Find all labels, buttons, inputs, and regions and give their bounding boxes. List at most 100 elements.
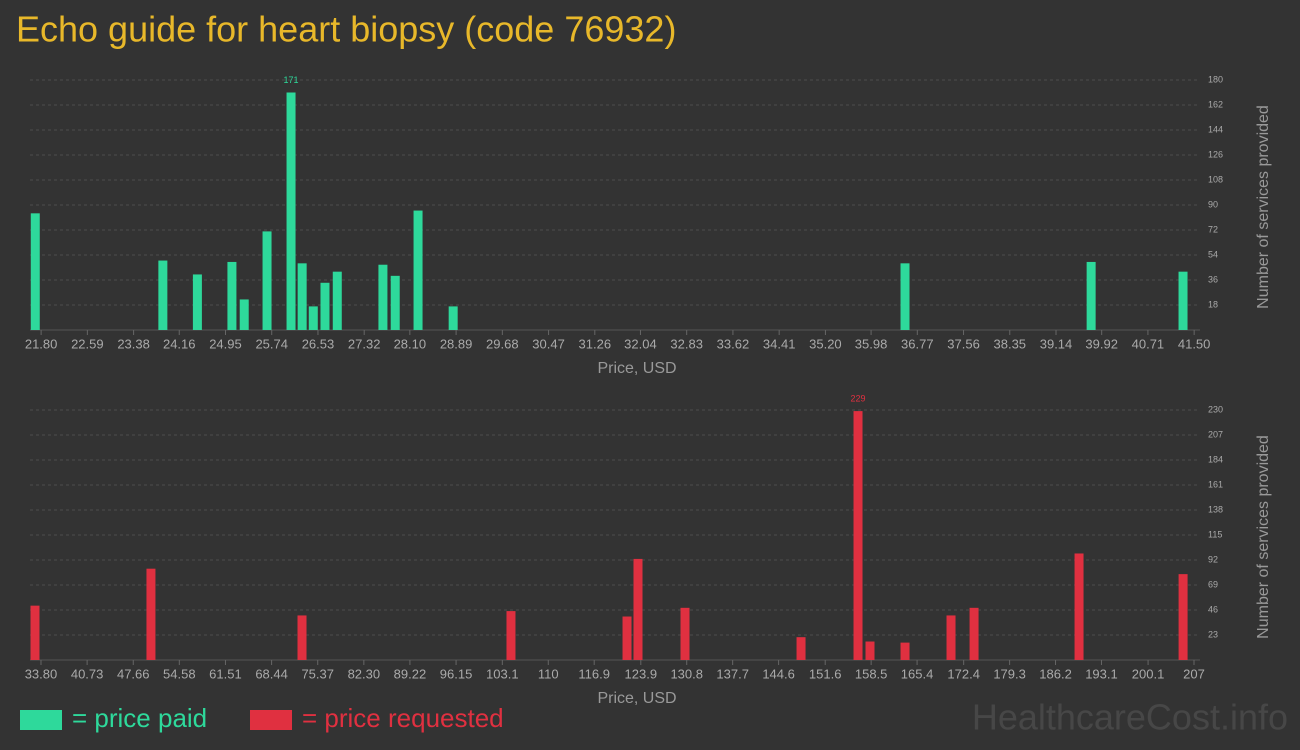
x-tick-label: 28.10	[394, 336, 427, 351]
x-tick-label: 130.8	[670, 666, 703, 681]
y-tick-label: 126	[1208, 149, 1223, 159]
y-tick-label: 92	[1208, 554, 1218, 564]
bar	[30, 213, 40, 330]
bar	[320, 282, 330, 330]
x-tick-label: 151.6	[809, 666, 842, 681]
x-tick-label: 36.77	[901, 336, 934, 351]
y-tick-label: 23	[1208, 629, 1218, 639]
x-tick-label: 179.3	[993, 666, 1026, 681]
x-axis-title: Price, USD	[597, 360, 676, 377]
x-tick-label: 24.16	[163, 336, 196, 351]
bar	[853, 411, 863, 660]
x-tick-label: 35.20	[809, 336, 842, 351]
y-tick-label: 36	[1208, 274, 1218, 284]
y-tick-label: 115	[1208, 529, 1222, 539]
x-tick-label: 39.14	[1040, 336, 1073, 351]
bar	[622, 616, 632, 660]
bar	[192, 274, 202, 330]
x-tick-label: 116.9	[578, 666, 610, 681]
y-tick-label: 54	[1208, 249, 1218, 259]
y-tick-label: 90	[1208, 199, 1218, 209]
legend-swatch	[250, 710, 292, 730]
x-tick-label: 172.4	[947, 666, 980, 681]
y-tick-label: 72	[1208, 224, 1218, 234]
x-tick-label: 22.59	[71, 336, 104, 351]
bar	[297, 615, 307, 660]
x-tick-label: 39.92	[1085, 336, 1118, 351]
x-tick-label: 37.56	[947, 336, 980, 351]
x-tick-label: 25.74	[255, 336, 288, 351]
x-tick-label: 137.7	[716, 666, 749, 681]
x-tick-label: 207	[1183, 666, 1205, 681]
bar	[227, 261, 237, 330]
y-tick-label: 108	[1208, 174, 1223, 184]
bar	[633, 558, 643, 660]
bar	[1086, 261, 1096, 330]
bar	[378, 264, 388, 330]
bar	[969, 607, 979, 660]
legend-label: = price paid	[72, 703, 207, 733]
bar	[796, 637, 806, 660]
bar	[262, 231, 272, 330]
bar	[865, 641, 875, 660]
bar	[1178, 574, 1188, 660]
x-tick-label: 27.32	[348, 336, 381, 351]
x-tick-label: 35.98	[855, 336, 888, 351]
bar	[390, 275, 400, 330]
x-tick-label: 123.9	[625, 666, 658, 681]
max-label: 171	[284, 75, 299, 85]
x-tick-label: 31.26	[579, 336, 612, 351]
y-tick-label: 230	[1208, 404, 1223, 414]
legend-label: = price requested	[302, 703, 504, 733]
bar	[30, 605, 40, 660]
bar	[680, 607, 690, 660]
x-tick-label: 24.95	[209, 336, 242, 351]
y-tick-label: 207	[1208, 429, 1223, 439]
y-tick-label: 69	[1208, 579, 1218, 589]
x-tick-label: 28.89	[440, 336, 473, 351]
bar	[413, 210, 423, 330]
x-tick-label: 54.58	[163, 666, 196, 681]
x-tick-label: 41.50	[1178, 336, 1211, 351]
x-tick-label: 32.83	[670, 336, 703, 351]
x-tick-label: 193.1	[1085, 666, 1118, 681]
x-tick-label: 47.66	[117, 666, 150, 681]
y-tick-label: 18	[1208, 299, 1218, 309]
y-tick-label: 138	[1208, 504, 1223, 514]
bar	[900, 263, 910, 330]
bar	[946, 615, 956, 660]
x-tick-label: 110	[538, 666, 559, 681]
bar	[1178, 271, 1188, 330]
bar	[146, 568, 156, 660]
x-tick-label: 68.44	[255, 666, 288, 681]
x-tick-label: 75.37	[301, 666, 334, 681]
y-tick-label: 180	[1208, 74, 1223, 84]
x-tick-label: 33.80	[25, 666, 58, 681]
bar	[297, 263, 307, 330]
y-tick-label: 144	[1208, 124, 1223, 134]
y-tick-label: 184	[1208, 454, 1223, 464]
x-tick-label: 38.35	[994, 336, 1027, 351]
x-tick-label: 96.15	[440, 666, 473, 681]
y-axis-title: Number of services provided	[1255, 105, 1272, 309]
y-tick-label: 162	[1208, 99, 1223, 109]
bar	[158, 260, 168, 330]
x-tick-label: 21.80	[25, 336, 58, 351]
x-tick-label: 82.30	[348, 666, 381, 681]
x-tick-label: 32.04	[624, 336, 657, 351]
bar	[506, 611, 516, 660]
x-tick-label: 30.47	[532, 336, 565, 351]
x-tick-label: 26.53	[302, 336, 335, 351]
x-axis-title: Price, USD	[597, 690, 676, 707]
watermark: HealthcareCost.info	[972, 697, 1288, 738]
bar	[332, 271, 342, 330]
x-tick-label: 34.41	[763, 336, 796, 351]
x-tick-label: 165.4	[901, 666, 934, 681]
x-tick-label: 103.1	[486, 666, 519, 681]
x-tick-label: 186.2	[1039, 666, 1072, 681]
bar	[1074, 553, 1084, 660]
max-label: 229	[851, 393, 866, 403]
y-tick-label: 161	[1208, 479, 1223, 489]
bar	[239, 299, 249, 330]
